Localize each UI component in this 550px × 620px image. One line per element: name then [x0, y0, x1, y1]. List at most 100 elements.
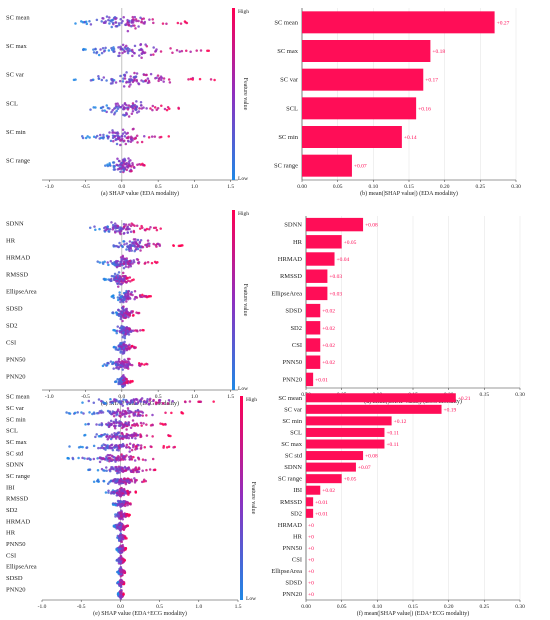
point — [131, 102, 135, 105]
tick-label-1: -0.5 — [81, 184, 90, 190]
point — [127, 23, 130, 27]
bar-4 — [302, 126, 402, 148]
point — [139, 444, 143, 447]
category-label-2: SC min — [282, 418, 302, 425]
point — [121, 128, 125, 131]
point — [117, 263, 120, 267]
point — [118, 279, 121, 282]
colorbar-high-label: High — [238, 211, 249, 217]
point — [139, 329, 142, 332]
point — [122, 424, 126, 427]
point — [162, 80, 165, 83]
point — [148, 18, 151, 21]
chart-e: SC mean SC var SC min SCL SC max SC std SDNN SC… — [6, 394, 257, 617]
point — [126, 262, 130, 266]
chart-f: SC mean +0.21 SC var +0.19 SC min +0.12 SCL +0.… — [271, 392, 525, 617]
point — [108, 163, 112, 167]
point — [143, 294, 146, 298]
category-label-4: SC min — [278, 134, 298, 141]
point — [103, 277, 107, 281]
point — [119, 415, 122, 418]
bar-2 — [306, 252, 335, 266]
point — [120, 437, 123, 440]
colorbar-title: Feature value — [242, 78, 248, 111]
point — [128, 19, 131, 23]
point — [139, 435, 142, 439]
point — [124, 228, 128, 231]
point — [108, 22, 111, 25]
point — [123, 488, 126, 491]
point — [117, 511, 121, 514]
category-label-11: HRMAD — [278, 522, 303, 529]
point — [121, 51, 124, 55]
point — [127, 297, 130, 300]
point — [125, 454, 128, 457]
point — [127, 493, 130, 496]
feature-label-3: SCL — [6, 428, 18, 435]
value-label-13: +0 — [308, 546, 314, 552]
point — [136, 414, 139, 418]
point — [125, 300, 128, 303]
point — [115, 448, 119, 452]
point — [129, 136, 132, 140]
swarm-row-2 — [96, 254, 159, 270]
category-label-8: PNN50 — [282, 359, 302, 366]
feature-label-15: EllipseArea — [6, 564, 37, 571]
point — [130, 457, 133, 461]
point — [102, 17, 105, 20]
swarm-row-1 — [65, 407, 185, 418]
point — [133, 75, 136, 79]
swarm-row-4 — [110, 289, 153, 304]
point — [133, 424, 137, 427]
point — [136, 238, 140, 242]
point — [135, 470, 139, 473]
point — [121, 434, 124, 438]
point — [104, 402, 107, 405]
feature-label-9: RMSSD — [6, 496, 28, 503]
point — [114, 260, 118, 264]
point — [123, 358, 126, 362]
point — [137, 400, 140, 403]
point — [124, 332, 127, 336]
point — [104, 164, 107, 167]
point — [118, 159, 121, 163]
bar-1 — [306, 404, 442, 414]
value-label-9: +0.01 — [315, 500, 328, 506]
point — [128, 276, 132, 279]
point — [132, 242, 135, 245]
point — [135, 242, 138, 245]
point — [99, 48, 102, 51]
point — [87, 422, 90, 426]
feature-label-3: RMSSD — [6, 272, 28, 279]
value-label-1: +0.05 — [344, 240, 357, 246]
point — [127, 333, 131, 336]
point — [128, 357, 131, 361]
value-label-3: +0.03 — [329, 274, 342, 280]
point — [100, 20, 103, 23]
point — [122, 300, 125, 304]
point — [123, 243, 126, 246]
point — [128, 240, 132, 243]
point — [134, 402, 138, 405]
point — [115, 494, 119, 497]
point — [120, 282, 123, 286]
category-label-9: RMSSD — [280, 499, 302, 506]
point — [97, 77, 101, 80]
point — [124, 360, 128, 363]
point — [81, 456, 84, 460]
swarm-row-14 — [115, 554, 127, 565]
point — [187, 78, 190, 81]
point — [128, 513, 131, 517]
point — [133, 71, 136, 75]
point — [137, 261, 141, 264]
point — [146, 77, 150, 80]
swarm-row-9 — [113, 373, 134, 389]
point — [147, 136, 151, 139]
point — [126, 363, 129, 366]
point — [121, 245, 124, 248]
point — [77, 456, 80, 460]
category-label-12: HR — [293, 533, 303, 540]
point — [119, 105, 123, 109]
point — [147, 244, 151, 248]
point — [104, 491, 108, 494]
